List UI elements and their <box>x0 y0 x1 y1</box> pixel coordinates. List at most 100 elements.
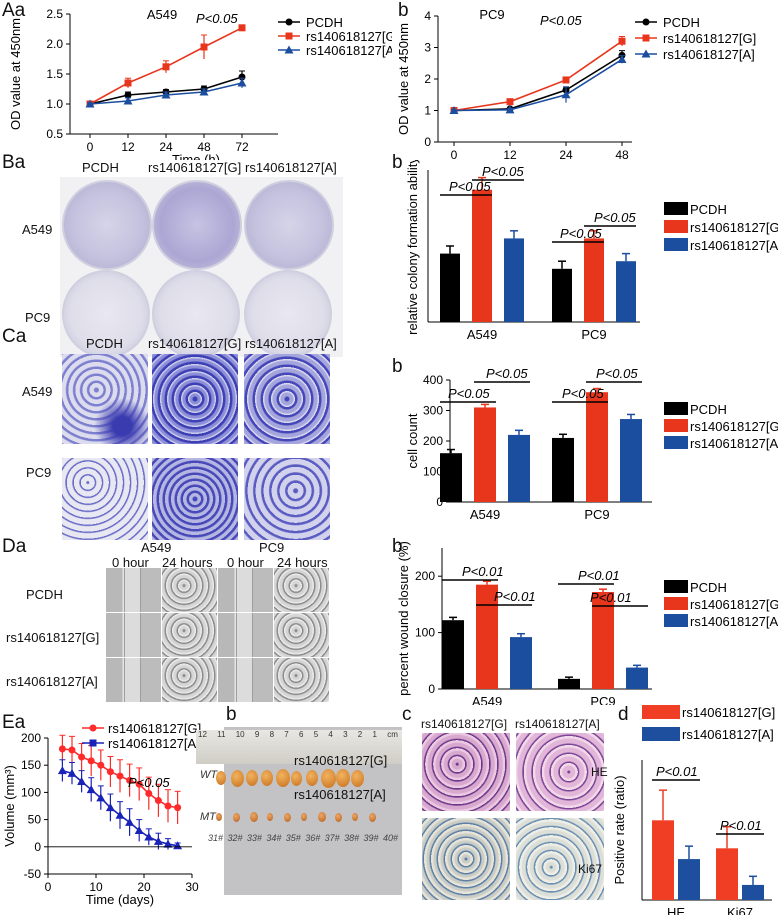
data-point <box>78 753 86 761</box>
x-tick-label: 12 <box>503 148 517 160</box>
colony-bar-chart: A549 PC9 relative colony formation ability… <box>405 160 778 342</box>
wound-header-a549: A549 <box>141 540 172 555</box>
tumor-mt <box>318 812 326 822</box>
legend-label: rs140618127[G] <box>682 705 775 720</box>
growth-chart-pc9: 012340122448Time (h)OD value at 450nmPC9… <box>396 7 756 160</box>
bar <box>742 884 764 900</box>
data-point <box>77 777 87 786</box>
panel-label-db: b <box>392 536 403 557</box>
legend-label: rs140618127[A] <box>690 238 778 253</box>
panel-label-ea: Ea <box>2 712 26 733</box>
y-tick-label: 0 <box>424 135 431 149</box>
colony-dish-pc9-a <box>244 270 332 358</box>
ruler-tick-label: 6 <box>298 730 304 739</box>
y-tick-label: 2 <box>424 72 431 86</box>
legend-swatch <box>664 238 688 251</box>
wound-closure-bar-chart: 0 100 200 A549 PC9 percent wound closure (%) P… <box>396 541 778 705</box>
ruler-tick-label: 5 <box>313 730 319 739</box>
p-value-annotation: P<0.01 <box>462 564 504 579</box>
data-point <box>115 810 125 819</box>
y-tick-label: 0.5 <box>46 127 63 141</box>
bar <box>474 407 496 502</box>
tumor-id-label: 35# <box>285 833 301 843</box>
wound-photo <box>274 658 329 702</box>
panel-label-ed: d <box>618 704 629 725</box>
ruler-tick-label: 3 <box>343 730 348 739</box>
data-point <box>449 106 459 114</box>
y-axis-label: Volume (mm³) <box>2 765 17 847</box>
legend-swatch <box>664 202 688 215</box>
colony-dish-pc9-pcdh <box>62 270 150 358</box>
data-point <box>106 768 114 776</box>
legend-marker <box>285 32 293 40</box>
legend-swatch <box>664 436 688 449</box>
tumor-id-label: 37# <box>324 833 340 843</box>
y-axis-label: relative colony formation ability <box>405 160 420 335</box>
tumor-id-label: 39# <box>363 833 379 843</box>
data-point <box>237 78 247 87</box>
data-point <box>153 836 163 845</box>
data-point <box>562 76 570 84</box>
legend-label: rs140618127[G] <box>690 597 778 612</box>
legend-label: rs140618127[A] <box>108 736 200 751</box>
transwell-header-pcdh: PCDH <box>86 336 123 351</box>
data-point <box>164 802 172 810</box>
data-point <box>505 105 515 114</box>
tumor-id-label: 36# <box>305 833 321 843</box>
ruler <box>196 730 402 764</box>
wound-header-0h-a549: 0 hour <box>112 555 149 570</box>
tumor-wt <box>336 769 350 787</box>
ihc-label-he: HE <box>591 765 608 779</box>
p-value-annotation: P<0.01 <box>656 764 698 779</box>
wound-row-pcdh: PCDH <box>26 587 63 602</box>
ruler-tick-label: 9 <box>254 730 260 739</box>
legend-label: PCDH <box>306 15 343 30</box>
data-point <box>238 73 246 81</box>
row-header-a549: A549 <box>22 222 53 237</box>
bar <box>620 419 642 502</box>
x-tick-label: 10 <box>89 880 103 894</box>
data-point <box>134 825 144 834</box>
x-tick-label: 48 <box>615 148 629 160</box>
tumor-wt <box>306 770 318 786</box>
y-tick-label: 100 <box>21 785 41 799</box>
legend-marker <box>641 49 651 58</box>
panel-label-aa: Aa <box>2 0 26 21</box>
data-point <box>163 839 173 848</box>
legend-label: PCDH <box>663 15 700 30</box>
y-axis-label: OD value at 450nm <box>8 18 23 130</box>
tumor-wt <box>291 770 302 786</box>
data-point <box>116 772 124 780</box>
p-value-annotation: P<0.05 <box>482 164 524 179</box>
tumor-wt <box>216 771 226 785</box>
data-point <box>58 745 66 753</box>
colony-dish-a549-a <box>244 180 334 270</box>
tumor-row-mt <box>216 809 396 823</box>
y-tick-label: 50 <box>28 813 42 827</box>
transwell-row-a549: A549 <box>22 384 53 399</box>
tumor-label-mt: MT <box>200 811 216 823</box>
data-point <box>561 90 571 99</box>
wound-photo <box>274 568 329 612</box>
wound-photo <box>106 613 161 657</box>
y-tick-label: 4 <box>424 9 431 23</box>
ihc-header-g: rs140618127[G] <box>421 717 508 731</box>
data-point <box>173 841 183 850</box>
growth-chart-a549: 0.5 1.0 1.5 2.0 2.5 0 12 24 48 72 Time (h) OD value… <box>8 7 392 160</box>
ruler-tick-label: 11 <box>217 730 226 739</box>
bar <box>472 189 492 322</box>
y-tick-label: 300 <box>423 404 443 418</box>
y-axis-label: cell count <box>405 413 420 468</box>
bar <box>626 667 648 689</box>
bar <box>440 253 460 322</box>
wound-photo <box>274 613 329 657</box>
bar <box>652 820 674 900</box>
tumor-wt <box>261 770 273 786</box>
bar <box>442 620 464 689</box>
tumor-mt <box>301 813 307 821</box>
col-header-g: rs140618127[G] <box>148 160 242 175</box>
data-point <box>67 768 77 777</box>
legend-marker <box>642 18 650 26</box>
bar <box>508 434 530 502</box>
